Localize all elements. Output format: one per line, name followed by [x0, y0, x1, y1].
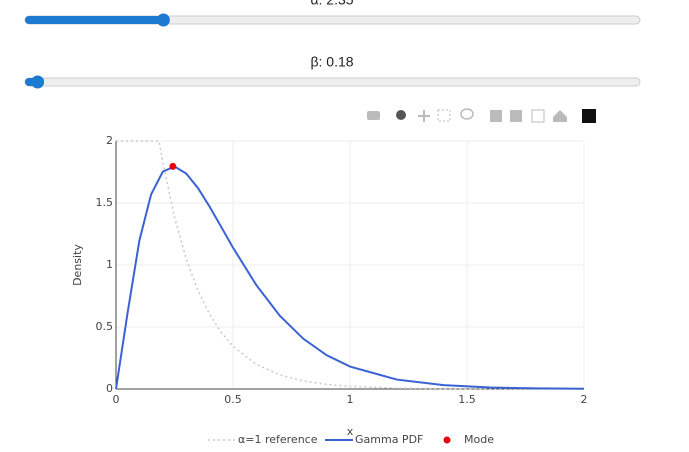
camera-icon[interactable]: [367, 111, 380, 120]
autoscale-icon[interactable]: [531, 109, 545, 123]
series-line: [116, 140, 585, 390]
reset-icon[interactable]: [553, 110, 567, 122]
slider-label: α: 2.35: [310, 0, 353, 8]
y-axis-title: Density: [71, 244, 84, 286]
slider-label: β: 0.18: [310, 54, 353, 70]
y-tick-label: 1: [106, 258, 113, 271]
y-tick-label: 0.5: [96, 320, 114, 333]
y-tick-label: 1.5: [96, 196, 114, 209]
legend-label[interactable]: Gamma PDF: [355, 433, 423, 446]
x-tick-label: 2: [581, 393, 588, 406]
select-icon[interactable]: [437, 109, 451, 122]
x-tick-label: 1.5: [458, 393, 476, 406]
legend-marker: [443, 436, 451, 444]
pan-icon[interactable]: [418, 110, 430, 122]
modebar: [367, 108, 596, 123]
zoom-out-icon[interactable]: [510, 110, 522, 122]
x-tick-label: 0.5: [224, 393, 242, 406]
plotly-logo[interactable]: [582, 109, 596, 123]
slider-track[interactable]: [24, 77, 641, 87]
slider-fill: [25, 16, 164, 24]
slider-thumb[interactable]: [156, 13, 170, 27]
y-tick-label: 0: [106, 382, 113, 395]
x-tick-label: 0: [113, 393, 120, 406]
x-axis-title: x: [347, 425, 354, 438]
slider-thumb[interactable]: [31, 75, 45, 89]
y-tick-label: 2: [106, 134, 113, 147]
legend-label[interactable]: α=1 reference: [238, 433, 318, 446]
legend-label[interactable]: Mode: [464, 433, 494, 446]
series-line: [115, 165, 585, 390]
mode-marker: [169, 162, 177, 170]
x-tick-label: 1: [347, 393, 354, 406]
zoom-in-icon[interactable]: [490, 110, 502, 122]
lasso-icon[interactable]: [460, 108, 474, 120]
zoom-icon[interactable]: [396, 110, 406, 120]
